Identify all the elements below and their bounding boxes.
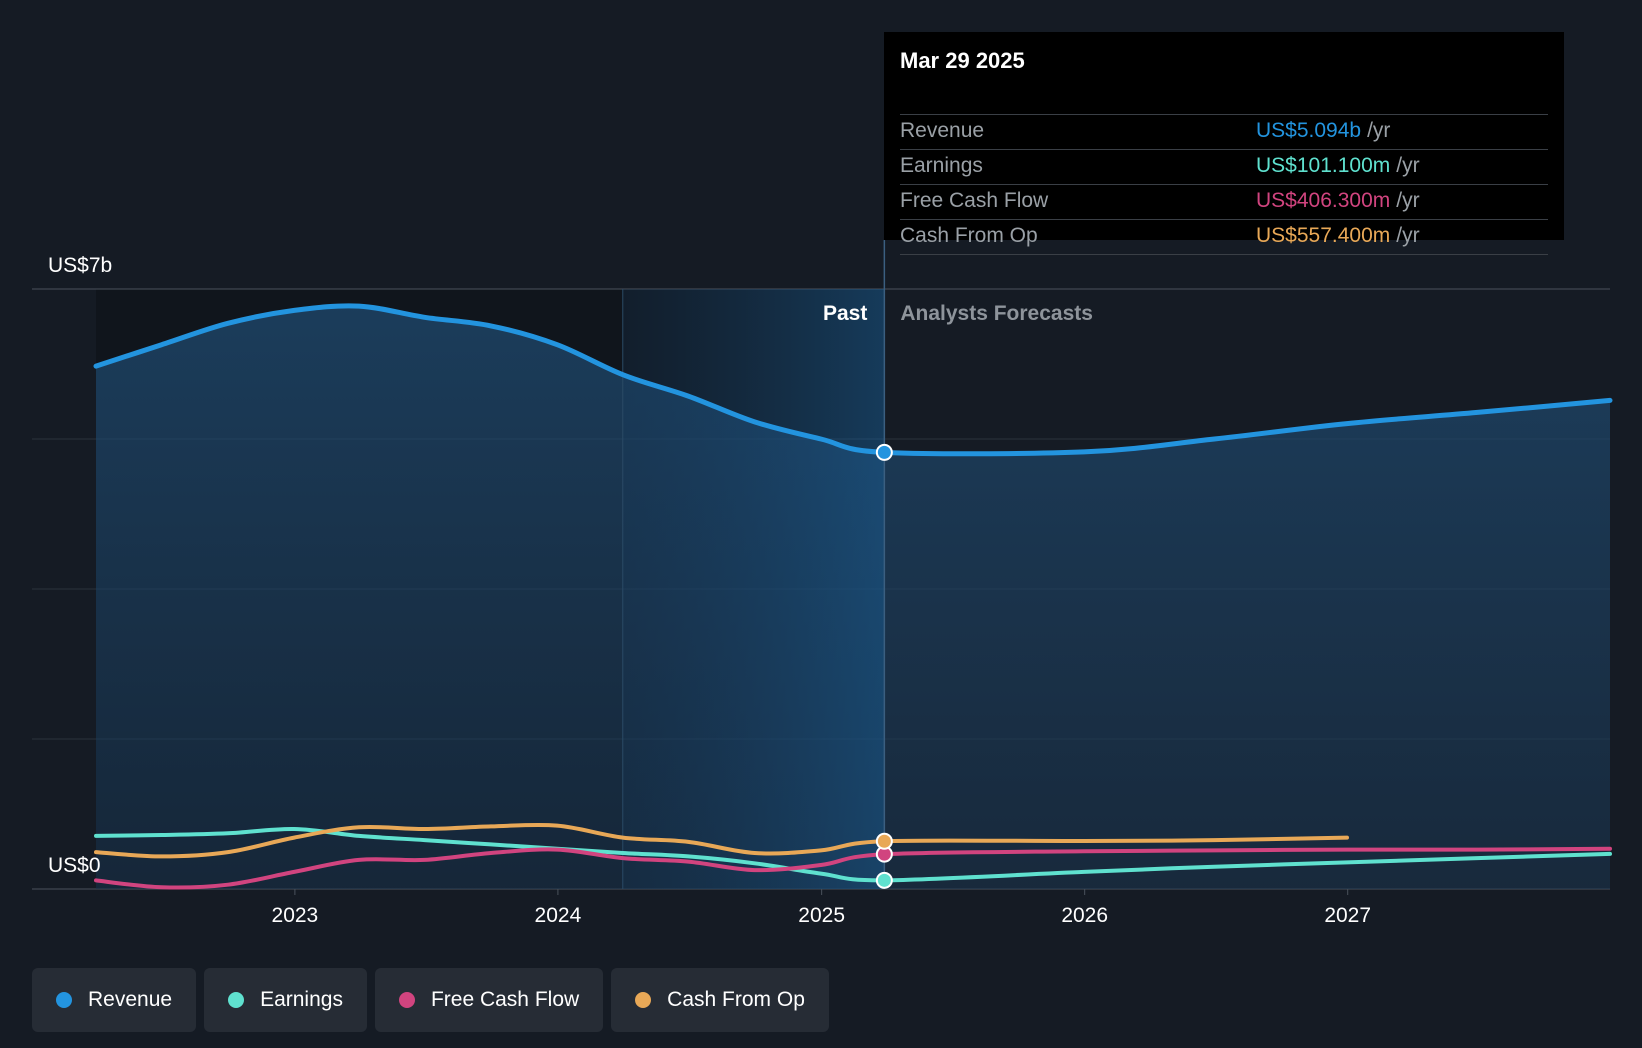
x-tick-label: 2027 bbox=[1324, 904, 1371, 927]
legend-item-earnings[interactable]: Earnings bbox=[204, 968, 367, 1032]
revenue-marker bbox=[875, 443, 893, 461]
tooltip-row: Earnings US$101.100m/yr bbox=[900, 149, 1548, 184]
legend-item-label: Cash From Op bbox=[667, 988, 805, 1011]
tooltip-unit: /yr bbox=[1396, 224, 1420, 247]
tooltip-row-value: US$101.100m/yr bbox=[1256, 154, 1420, 178]
series-lines bbox=[93, 303, 1613, 890]
tooltip-unit: /yr bbox=[1367, 119, 1391, 142]
revenue-line bbox=[93, 303, 1613, 457]
x-tick-label: 2024 bbox=[535, 904, 582, 927]
recent-period-highlight bbox=[622, 289, 885, 889]
earnings-marker bbox=[875, 871, 893, 889]
tooltip-value-text: US$101.100m bbox=[1256, 154, 1391, 177]
legend-item-free-cash-flow[interactable]: Free Cash Flow bbox=[374, 968, 604, 1032]
legend-item-label: Free Cash Flow bbox=[430, 988, 580, 1011]
legend-item-label: Earnings bbox=[260, 988, 343, 1011]
tooltip-unit: /yr bbox=[1396, 189, 1420, 212]
legend: Revenue Earnings Free Cash Flow Cash From O… bbox=[32, 968, 829, 1032]
earnings-line bbox=[94, 826, 1612, 883]
tooltip-row: Free Cash Flow US$406.300m/yr bbox=[900, 184, 1548, 219]
legend-item-label: Revenue bbox=[88, 988, 173, 1011]
forecast-label: Analysts Forecasts bbox=[900, 302, 1093, 325]
cash-from-op-marker bbox=[875, 832, 893, 850]
cash-from-op-line bbox=[94, 822, 1349, 859]
past-label: Past bbox=[823, 302, 867, 325]
x-tick-label: 2023 bbox=[272, 904, 319, 927]
tooltip-row-value: US$406.300m/yr bbox=[1256, 189, 1420, 213]
tooltip-row-label: Free Cash Flow bbox=[900, 189, 1049, 212]
legend-item-cash-from-op[interactable]: Cash From Op bbox=[611, 968, 829, 1032]
tooltip-row: Cash From Op US$557.400m/yr bbox=[900, 219, 1548, 255]
y-axis-top-label: US$7b bbox=[48, 254, 112, 277]
data-tooltip: Mar 29 2025 Revenue US$5.094b/yr Earnings U… bbox=[884, 32, 1564, 255]
tooltip-row-value: US$557.400m/yr bbox=[1256, 224, 1420, 248]
legend-dot-icon bbox=[56, 992, 72, 1008]
legend-item-revenue[interactable]: Revenue bbox=[32, 968, 197, 1032]
x-tick-label: 2025 bbox=[798, 904, 845, 927]
tooltip-unit: /yr bbox=[1396, 154, 1420, 177]
tooltip-value-text: US$5.094b bbox=[1256, 119, 1362, 142]
y-axis-bottom-label: US$0 bbox=[48, 854, 101, 877]
x-axis-ticks: 2023 2024 2025 2026 2027 bbox=[272, 889, 1371, 927]
tooltip-row: Revenue US$5.094b/yr bbox=[900, 114, 1548, 149]
hover-markers bbox=[875, 443, 893, 889]
tooltip-value-text: US$406.300m bbox=[1256, 189, 1391, 212]
tooltip-value-text: US$557.400m bbox=[1256, 224, 1391, 247]
legend-dot-icon bbox=[398, 992, 415, 1008]
tooltip-row-label: Earnings bbox=[900, 154, 983, 177]
legend-dot-icon bbox=[228, 992, 245, 1008]
chart-area: Past Analysts Forecasts US$7b US$0 2023 2… bbox=[32, 240, 1613, 927]
tooltip-row-label: Revenue bbox=[900, 119, 985, 142]
tooltip-date: Mar 29 2025 bbox=[900, 48, 1025, 73]
tooltip-row-value: US$5.094b/yr bbox=[1256, 119, 1390, 143]
x-tick-label: 2026 bbox=[1061, 904, 1108, 927]
free-cash-flow-line bbox=[94, 846, 1612, 890]
legend-dot-icon bbox=[635, 992, 652, 1008]
tooltip-row-label: Cash From Op bbox=[900, 224, 1038, 247]
